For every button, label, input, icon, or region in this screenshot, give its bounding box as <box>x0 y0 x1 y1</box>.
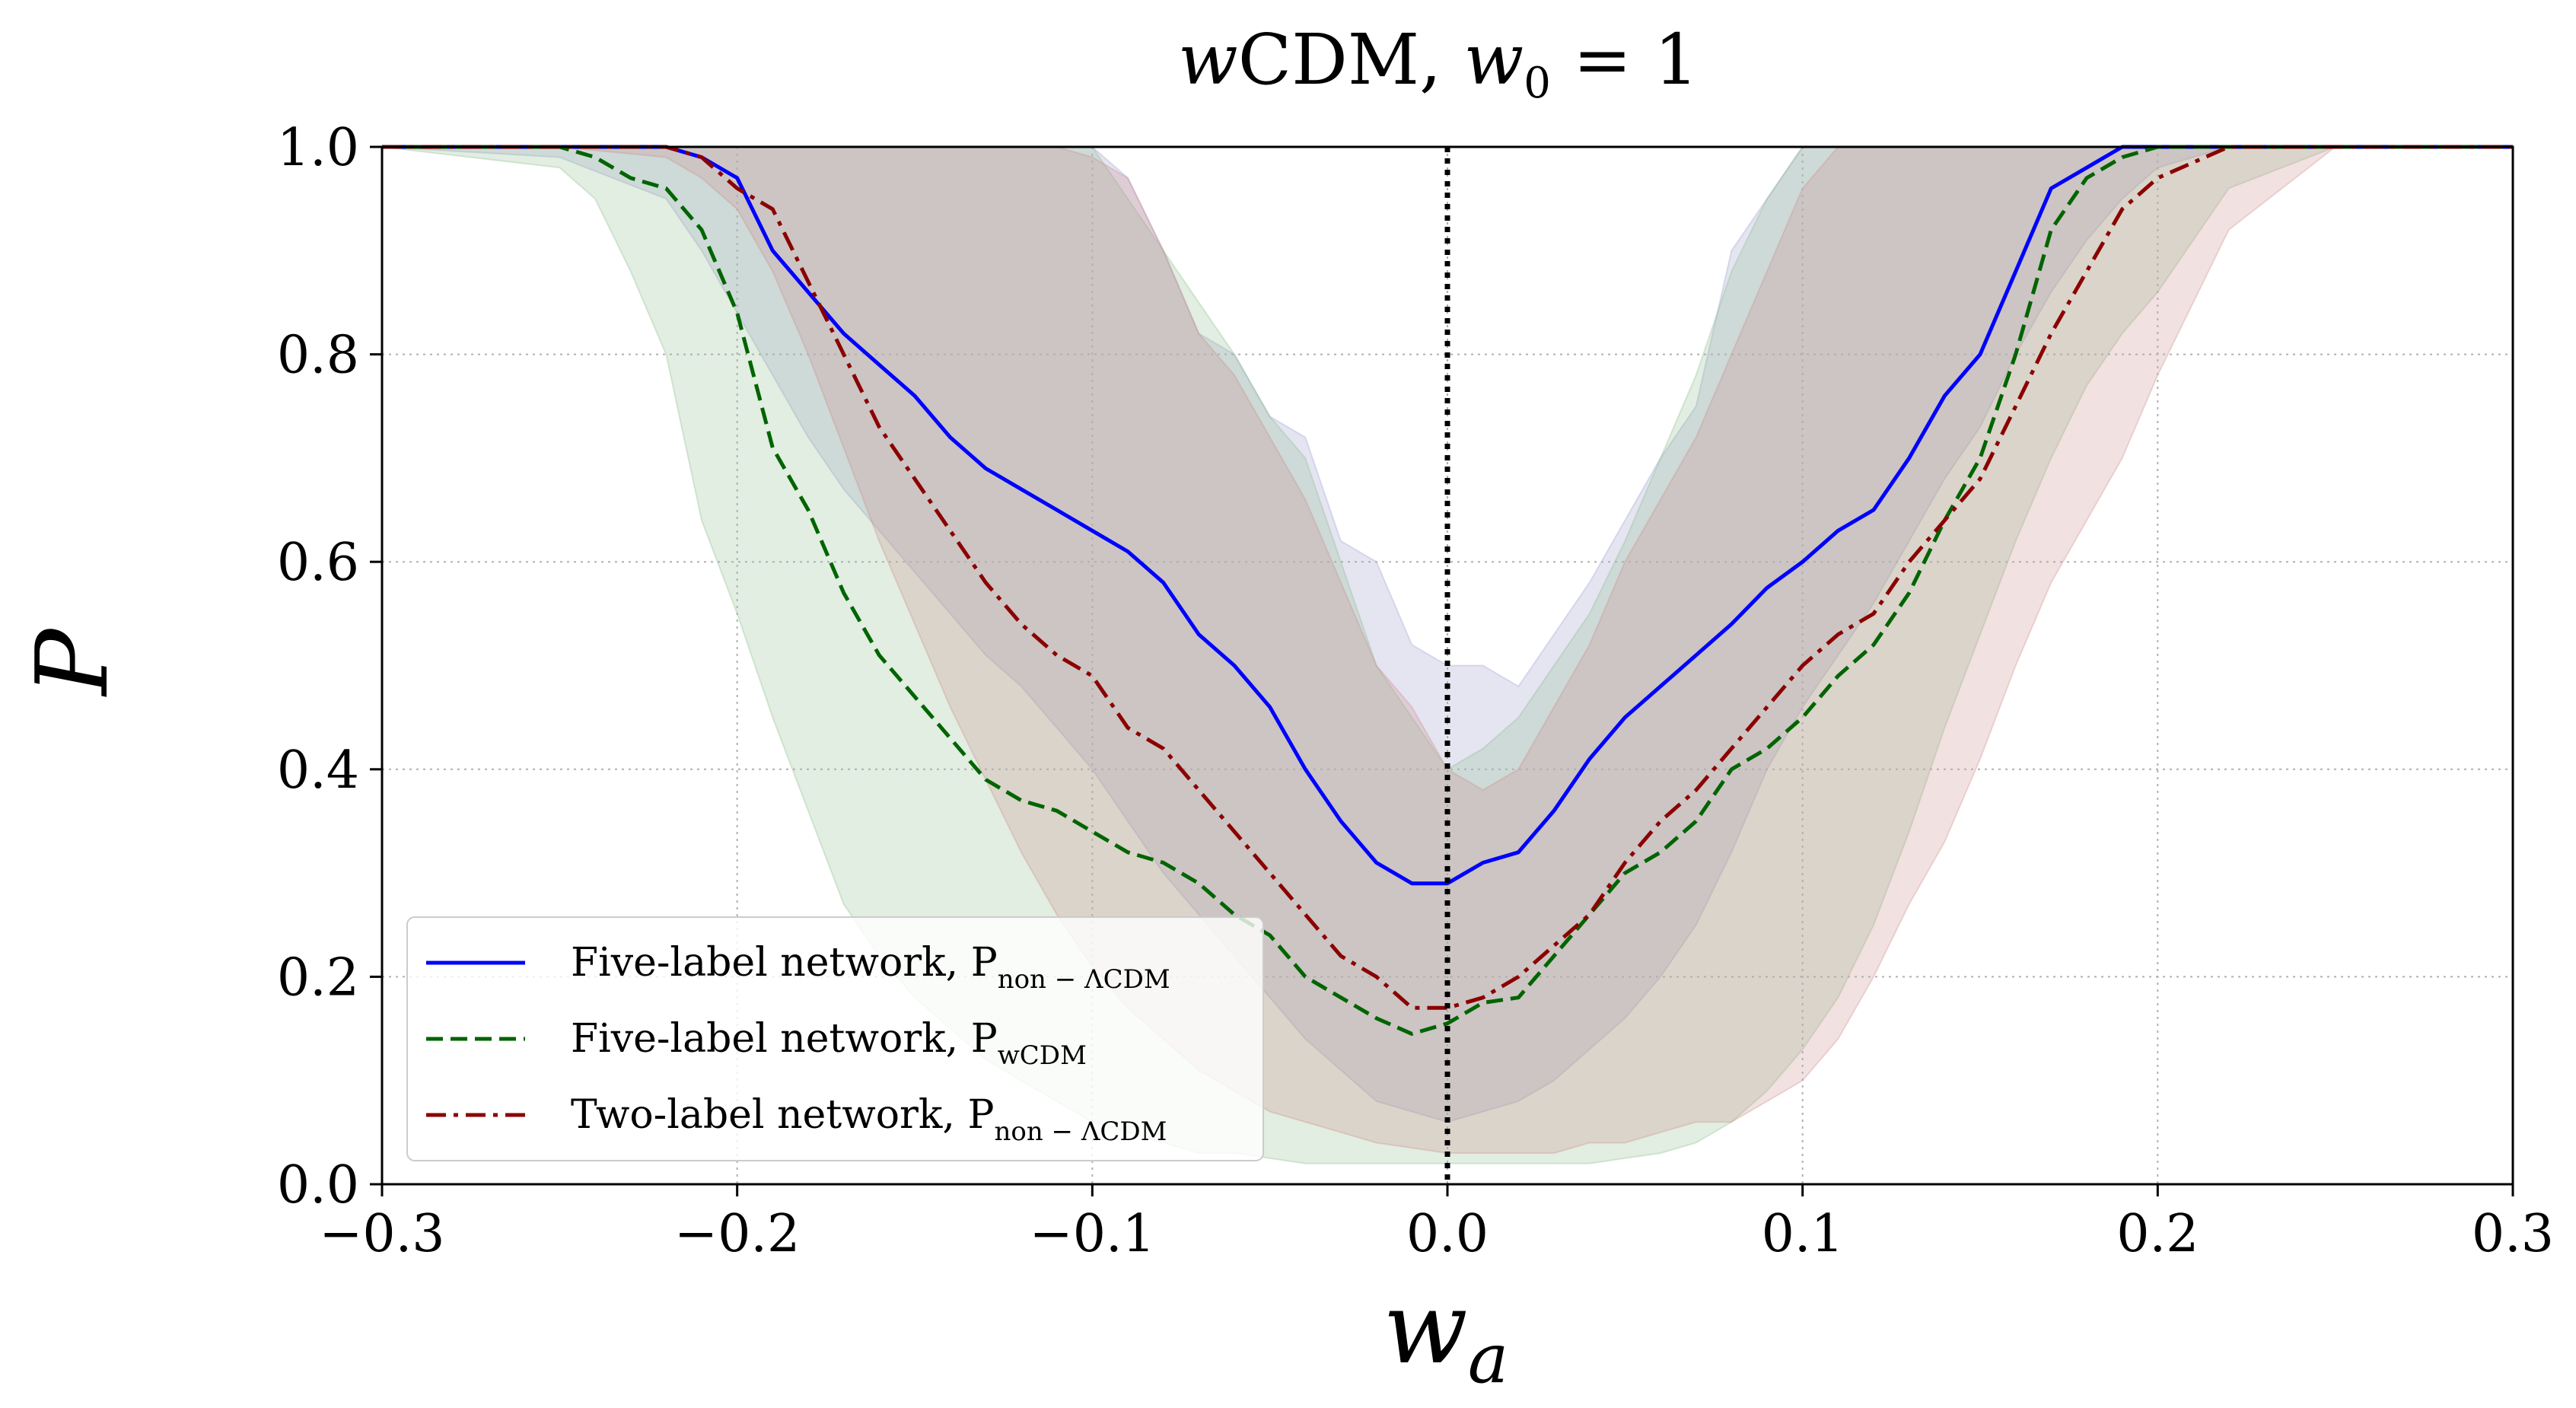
legend-label-3: Two-label network, Pnon − ΛCDM <box>571 1092 1167 1147</box>
y-tick-label-3: 0.6 <box>277 533 359 593</box>
legend: Five-label network, Pnon − ΛCDM Five-labe… <box>406 916 1264 1161</box>
y-tick-label-2: 0.4 <box>277 741 359 801</box>
y-tick-label-1: 0.2 <box>277 948 359 1008</box>
legend-box <box>406 916 1264 1161</box>
band-series-1 <box>381 146 2513 1123</box>
x-tick-label-3: 0.0 <box>1406 1204 1489 1264</box>
y-axis-label: P <box>14 627 130 697</box>
x-axis-ticks: −0.3 −0.2 −0.1 0.0 0.1 0.2 0.3 <box>319 1184 2554 1264</box>
chart-title: wCDM, w0 = 1 <box>1178 19 1699 108</box>
y-tick-label-5: 1.0 <box>277 118 359 178</box>
x-tick-label-4: 0.1 <box>1762 1204 1844 1264</box>
x-tick-label-1: −0.2 <box>674 1204 800 1264</box>
x-tick-label-0: −0.3 <box>319 1204 444 1264</box>
line-series-3 <box>382 145 2513 1010</box>
x-axis-label: wa <box>1384 1270 1509 1399</box>
legend-label-1: Five-label network, Pnon − ΛCDM <box>571 940 1170 995</box>
x-tick-label-2: −0.1 <box>1030 1204 1155 1264</box>
y-tick-label-4: 0.8 <box>277 326 359 386</box>
series-lines <box>382 145 2513 1036</box>
y-axis-ticks: 0.0 0.2 0.4 0.6 0.8 1.0 <box>277 118 382 1215</box>
line-series-2 <box>382 145 2513 1036</box>
legend-label-2: Five-label network, PwCDM <box>571 1016 1087 1071</box>
x-tick-label-5: 0.2 <box>2116 1204 2199 1264</box>
line-series-1 <box>382 145 2513 886</box>
x-tick-label-6: 0.3 <box>2472 1204 2554 1264</box>
y-tick-label-0: 0.0 <box>277 1155 359 1215</box>
